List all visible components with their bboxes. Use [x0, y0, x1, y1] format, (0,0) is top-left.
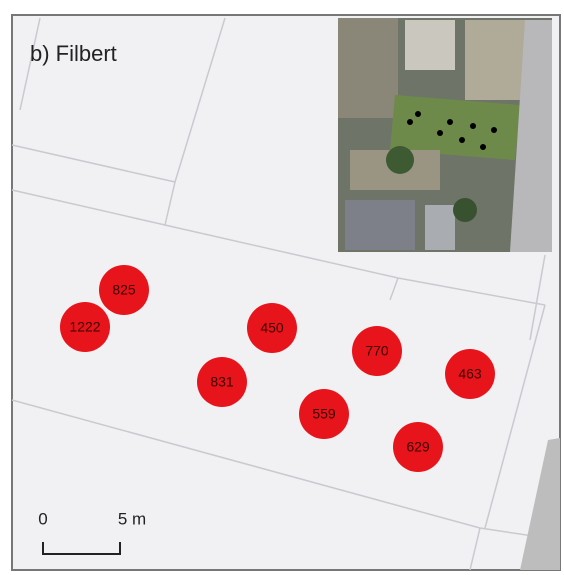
map-figure: b) Filbert 825 1222 450 770 831 559 463 629 0 5…: [0, 0, 564, 575]
panel-title: b) Filbert: [30, 41, 117, 66]
tree-marker-label: 825: [112, 282, 136, 298]
tree-marker-label: 629: [406, 439, 430, 455]
tree-marker-label: 559: [312, 406, 336, 422]
tree-marker-label: 770: [365, 343, 389, 359]
tree-marker-label: 463: [458, 366, 482, 382]
scale-end-label: 5 m: [118, 509, 146, 528]
tree-marker-label: 1222: [69, 319, 100, 335]
tree-marker-label: 450: [260, 320, 284, 336]
tree-marker-label: 831: [210, 374, 234, 390]
scale-start-label: 0: [38, 509, 47, 528]
aerial-inset: [338, 18, 552, 252]
